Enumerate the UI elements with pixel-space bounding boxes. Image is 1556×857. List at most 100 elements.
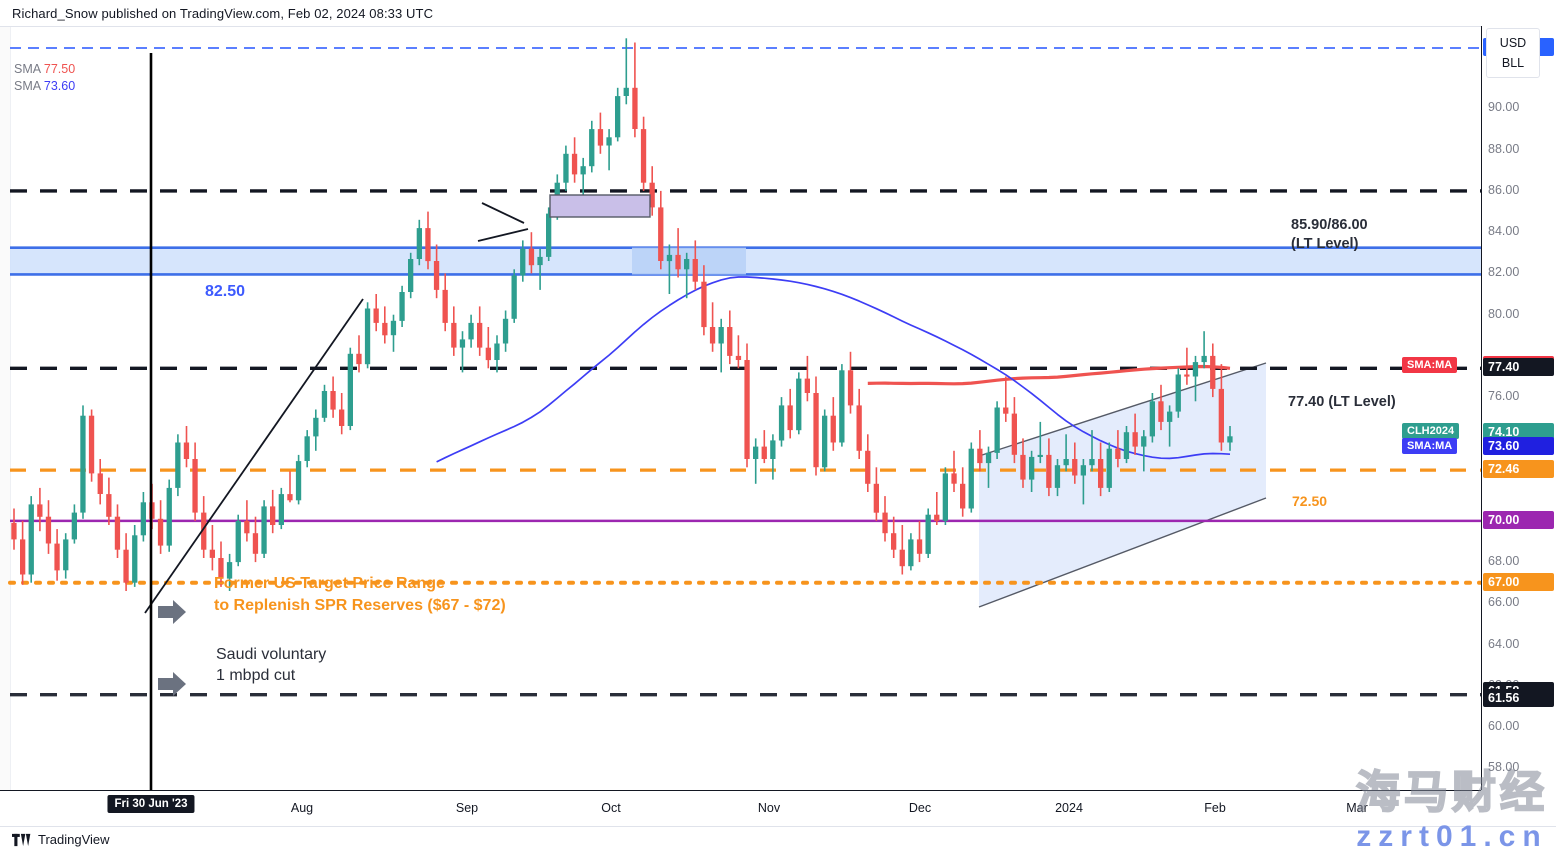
candle-body[interactable] [839,370,845,443]
candle-body[interactable] [891,533,897,550]
candle-body[interactable] [977,448,983,464]
candle-body[interactable] [744,360,750,459]
candle-body[interactable] [994,407,1000,453]
candle-body[interactable] [382,322,388,336]
candle-body[interactable] [813,393,819,468]
channel-lower-line[interactable] [978,497,1267,608]
candle-body[interactable] [1218,388,1224,443]
candle-body[interactable] [882,512,888,534]
candle-body[interactable] [942,473,948,521]
candle-body[interactable] [718,327,724,344]
chart-plot[interactable] [0,27,1481,791]
candle-body[interactable] [1167,411,1173,422]
candle-body[interactable] [106,494,112,517]
time-cursor-label[interactable]: Fri 30 Jun '23 [107,795,195,813]
candle-body[interactable] [520,248,526,276]
candle-body[interactable] [735,355,742,360]
candle-body[interactable] [589,129,595,167]
time-scale[interactable]: Aug Sep Oct Nov Dec 2024 Feb Mar Fri 30 Jun '23 [0,790,1481,826]
candle-body[interactable] [339,409,345,427]
candle-body[interactable] [1115,448,1121,459]
time-label-feb[interactable]: Feb [1204,801,1226,815]
candle-body[interactable] [63,539,69,571]
candle-body[interactable] [709,327,716,344]
price-tag-level-6156[interactable]: 61.56 [1483,689,1554,708]
candle-body[interactable] [787,405,793,431]
candle-body[interactable] [485,347,491,361]
candle-body[interactable] [968,448,974,509]
candle-body[interactable] [985,452,992,464]
candle-body[interactable] [157,518,164,546]
candle-body[interactable] [399,292,405,321]
candle-body[interactable] [1149,401,1155,437]
candle-body[interactable] [451,322,457,348]
candle-body[interactable] [1141,436,1147,447]
candle-body[interactable] [1089,459,1095,466]
price-tag-spr-low-67[interactable]: 67.00 [1483,572,1554,591]
candle-body[interactable] [571,153,578,175]
series-tag-sma-slow[interactable]: SMA:MA [1402,437,1458,454]
candle-body[interactable] [1072,459,1078,476]
candle-body[interactable] [770,440,776,459]
candle-body[interactable] [123,549,129,583]
candle-body[interactable] [1184,374,1190,377]
time-label-2024[interactable]: 2024 [1055,801,1083,815]
legend-row-sma-slow[interactable]: SMA 73.60 [14,78,75,95]
candle-body[interactable] [1063,459,1069,466]
time-label-aug[interactable]: Aug [290,801,314,815]
sma-slow-line[interactable] [436,276,1231,463]
candle-body[interactable] [97,473,103,494]
candle-body[interactable] [1037,454,1043,457]
indicator-legend[interactable]: SMA 77.50 SMA 73.60 [14,61,75,95]
tradingview-logo[interactable]: TradingView [12,832,110,847]
candle-body[interactable] [373,308,379,323]
price-tag-lt-level-77[interactable]: 77.40 [1483,358,1554,377]
wedge-upper-line[interactable] [481,202,525,224]
candle-body[interactable] [658,207,664,261]
candle-body[interactable] [1158,401,1164,422]
candle-body[interactable] [675,254,681,270]
candle-body[interactable] [28,504,34,575]
candle-body[interactable] [192,459,198,513]
candle-body[interactable] [114,516,121,550]
candle-body[interactable] [45,516,52,544]
candle-body[interactable] [1003,407,1009,414]
candle-body[interactable] [778,405,785,441]
channel-upper-line[interactable] [978,362,1267,457]
candle-body[interactable] [209,549,215,558]
candle-body[interactable] [1054,465,1061,488]
candle-body[interactable] [54,543,60,571]
candle-body[interactable] [235,520,241,563]
candle-body[interactable] [183,442,190,460]
candle-body[interactable] [330,391,336,410]
uptrend-line[interactable] [144,298,364,614]
legend-row-sma-fast[interactable]: SMA 77.50 [14,61,75,78]
candle-body[interactable] [796,378,802,431]
candle-body[interactable] [71,512,77,540]
time-label-dec[interactable]: Dec [908,801,932,815]
candle-body[interactable] [606,137,612,146]
candle-body[interactable] [640,129,647,183]
series-tag-sma-fast[interactable]: SMA:MA [1402,357,1458,374]
candle-body[interactable] [1011,413,1017,455]
event-arrow-saudi-cut[interactable] [158,600,186,624]
candle-body[interactable] [1227,436,1233,443]
candle-body[interactable] [873,483,879,513]
candle-body[interactable] [244,520,250,534]
candle-body[interactable] [132,535,138,583]
candle-body[interactable] [140,502,146,536]
time-label-nov[interactable]: Nov [757,801,781,815]
candle-body[interactable] [252,533,259,554]
candle-body[interactable] [442,289,448,323]
candle-series[interactable] [11,38,1233,591]
candle-body[interactable] [1192,362,1199,377]
time-label-oct[interactable]: Oct [601,801,621,815]
candle-body[interactable] [666,254,673,262]
candle-body[interactable] [546,213,552,257]
sma-fast-line[interactable] [867,364,1231,386]
candle-body[interactable] [468,322,474,340]
candle-body[interactable] [632,87,638,129]
candle-body[interactable] [563,153,569,183]
price-tag-orange-level-72[interactable]: 72.46 [1483,460,1554,479]
candle-body[interactable] [1029,456,1035,480]
